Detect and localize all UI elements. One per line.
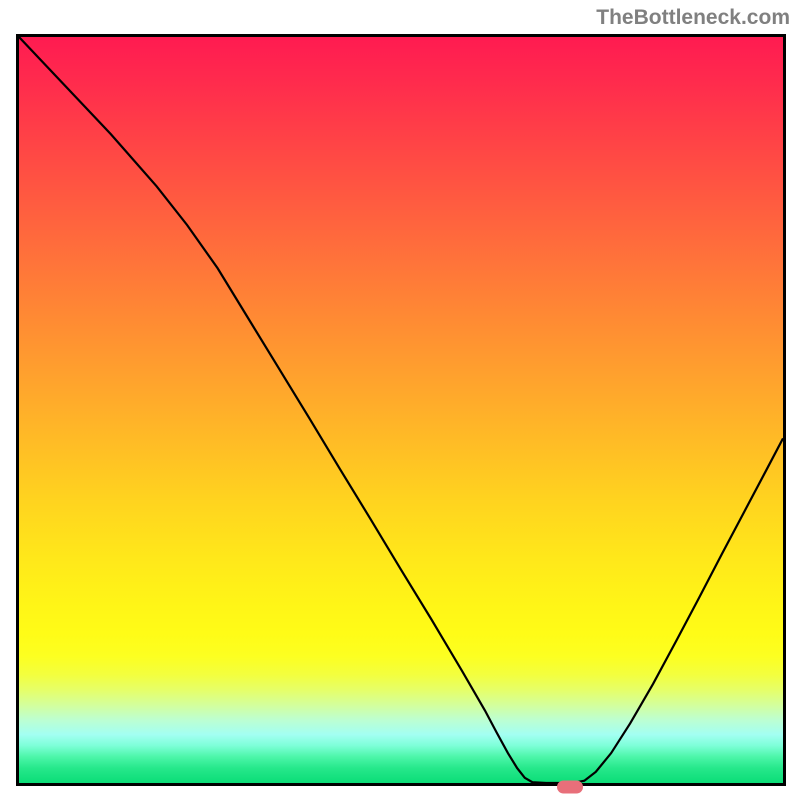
chart-container: { "watermark": { "text": "TheBottleneck.… — [0, 0, 800, 800]
chart-svg — [19, 37, 783, 783]
bottleneck-curve — [19, 37, 783, 783]
plot-area — [16, 34, 786, 786]
watermark-text: TheBottleneck.com — [596, 6, 790, 30]
optimal-marker — [557, 781, 583, 794]
